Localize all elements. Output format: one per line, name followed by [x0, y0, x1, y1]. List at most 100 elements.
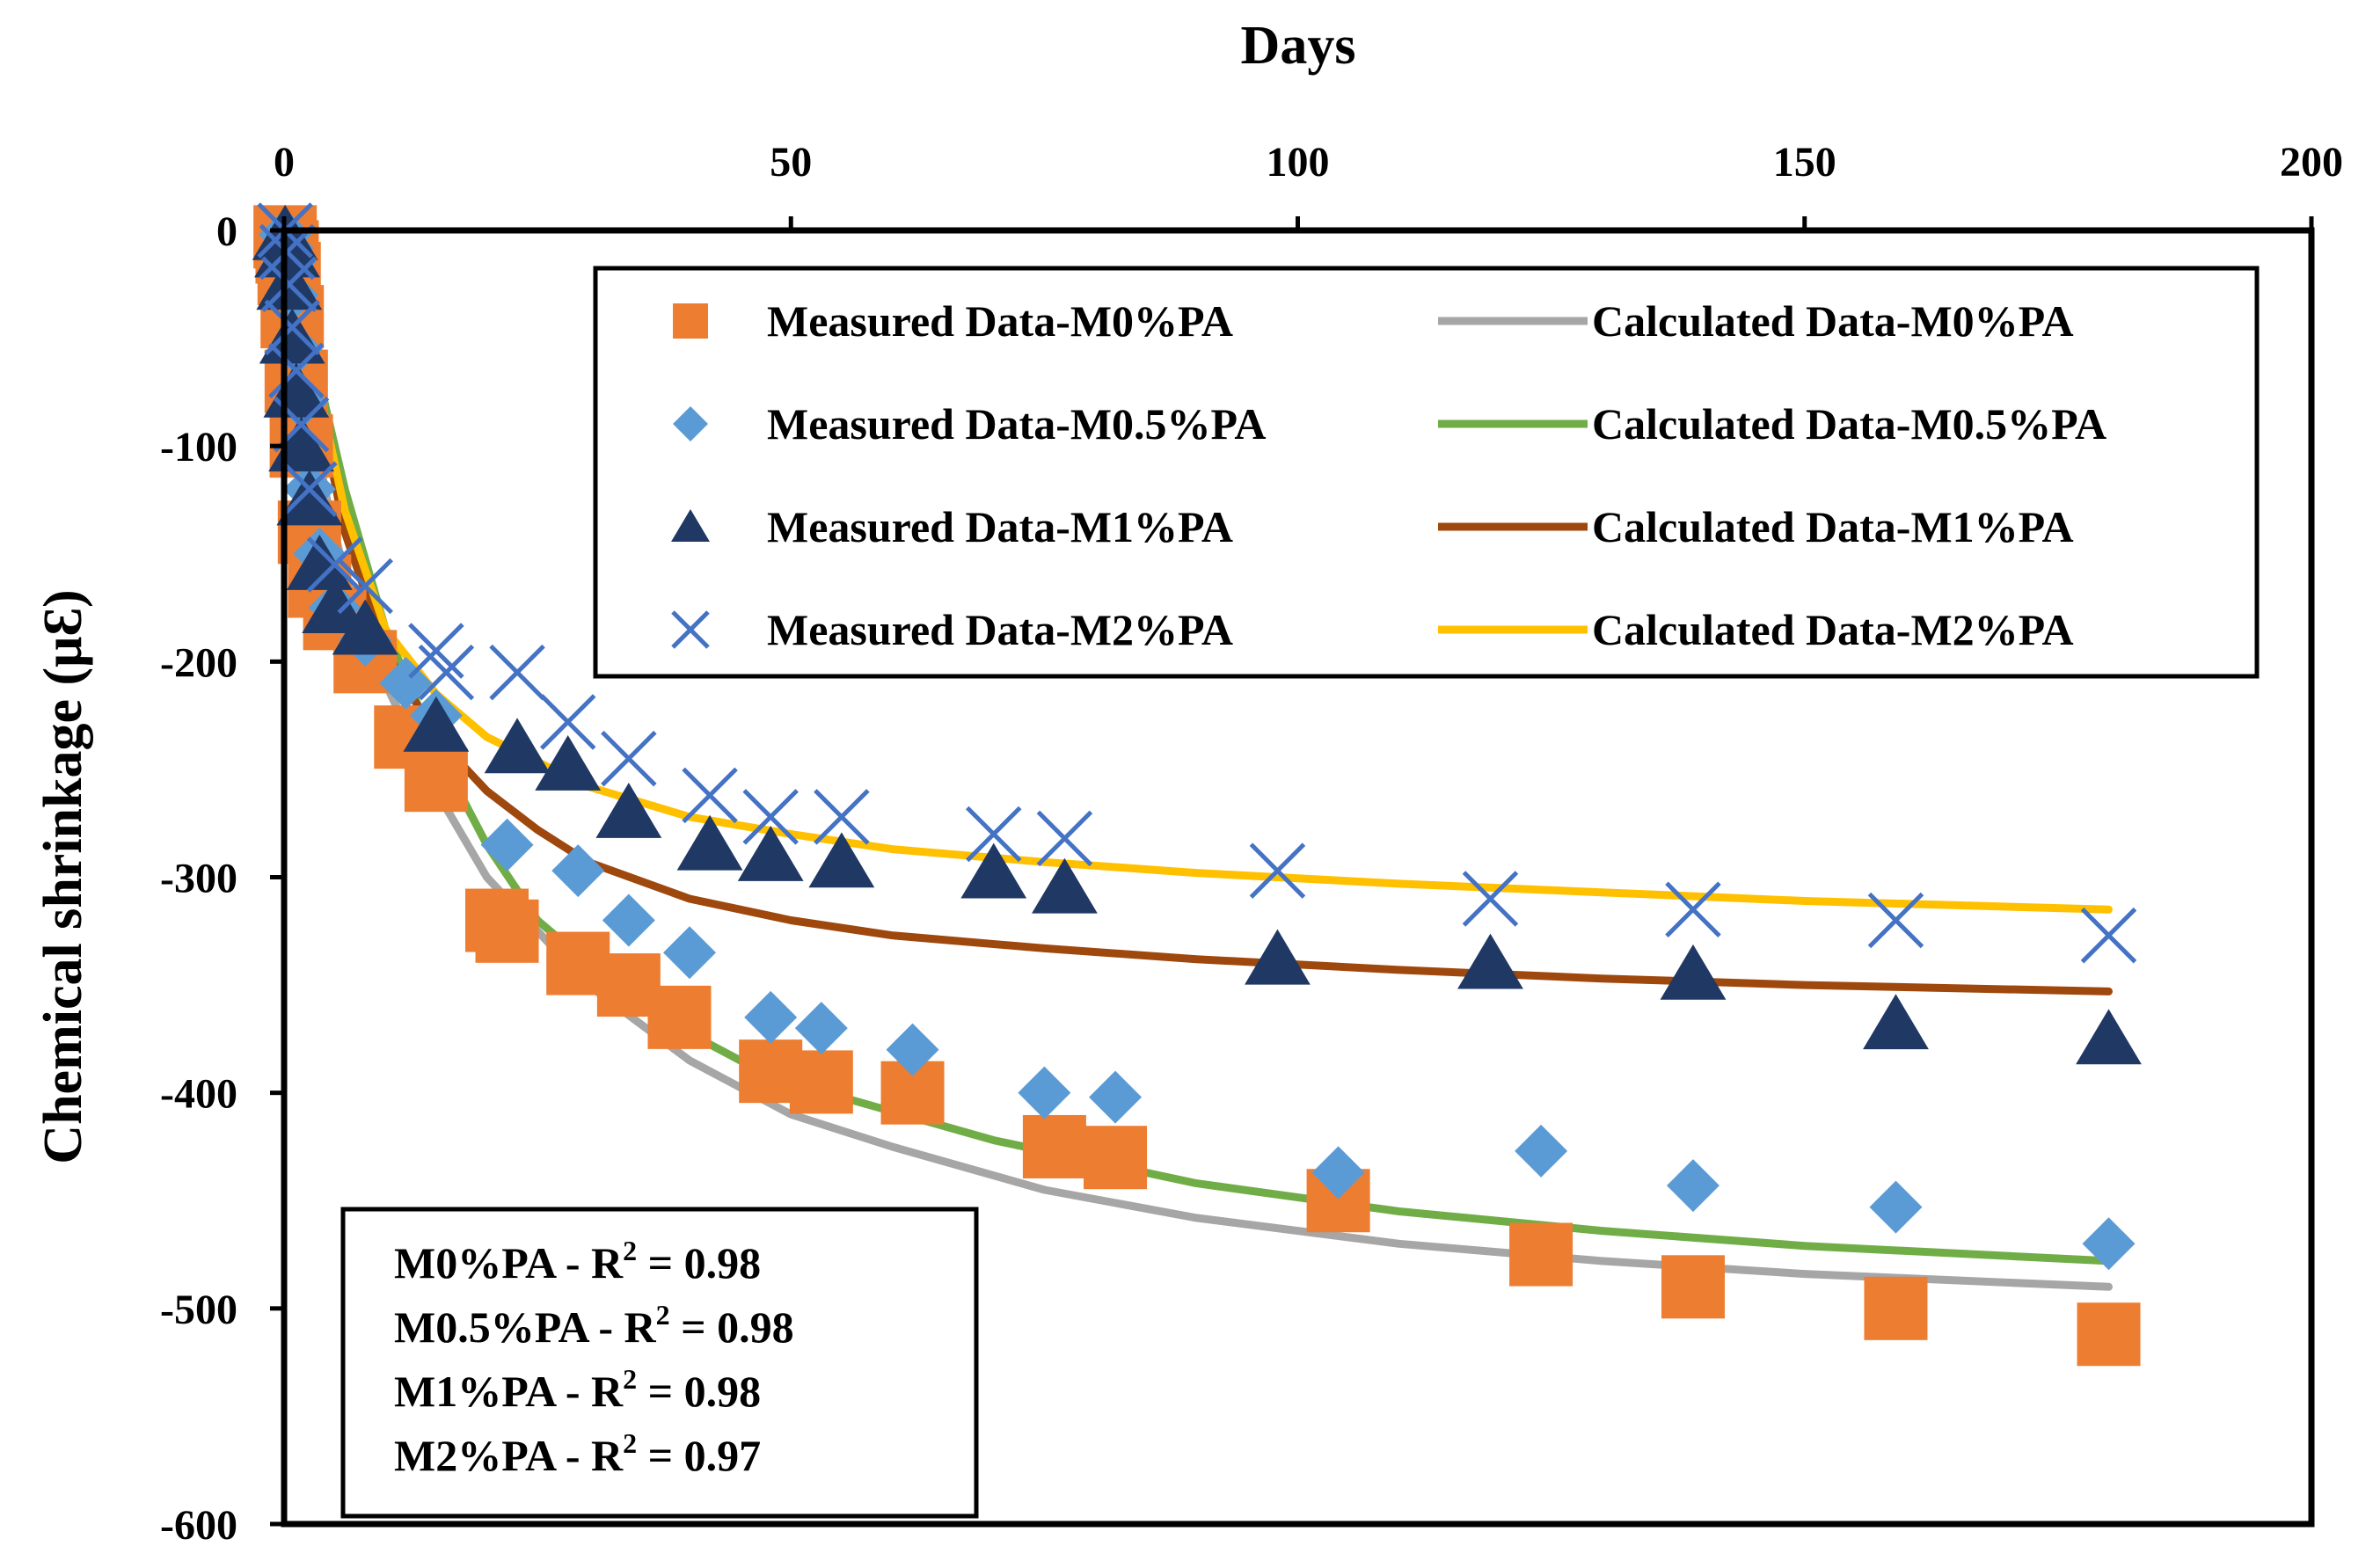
r-squared-sup: 2: [656, 1299, 670, 1331]
legend-label: Measured Data-M2%PA: [767, 605, 1233, 654]
point-measured-data-m1-pa: [302, 578, 369, 633]
point-measured-data-m2-pa: [268, 342, 325, 399]
r-squared-line: M0%PA - R2 = 0.98: [394, 1235, 761, 1287]
point-measured-data-m0-5-pa: [794, 1002, 848, 1055]
legend-marker: [673, 406, 708, 441]
point-measured-data-m2-pa: [1462, 871, 1519, 927]
r-squared-frame: [340, 1207, 979, 1519]
point-measured-data-m0-5-pa: [1869, 1180, 1923, 1234]
point-measured-data-m2-pa: [2080, 907, 2137, 964]
point-measured-data-m0-5-pa: [1311, 1146, 1365, 1200]
point-measured-data-m2-pa: [489, 644, 545, 701]
legend-label: Calculated Data-M1%PA: [1592, 502, 2074, 551]
x-axis-title: Days: [1241, 16, 1356, 76]
point-measured-data-m2-pa: [601, 730, 657, 787]
r-squared-value: = 0.97: [637, 1431, 761, 1480]
r-squared-line: M2%PA - R2 = 0.97: [394, 1427, 761, 1480]
point-measured-data-m0-pa: [1509, 1222, 1573, 1287]
point-measured-data-m1-pa: [676, 814, 743, 871]
y-tick-label: -500: [160, 1287, 237, 1333]
point-measured-data-m1-pa: [286, 535, 353, 590]
point-measured-data-m1-pa: [737, 825, 804, 881]
y-tick-label: -400: [160, 1071, 237, 1118]
point-measured-data-m0-5-pa: [663, 926, 716, 980]
measured-markers: [252, 202, 2142, 1367]
point-measured-data-m0-pa: [2077, 1302, 2141, 1367]
point-measured-data-m2-pa: [814, 789, 870, 845]
point-measured-data-m2-pa: [682, 767, 738, 824]
point-measured-data-m2-pa: [1249, 842, 1306, 899]
y-tick-label: -300: [160, 856, 237, 902]
point-measured-data-m1-pa: [403, 696, 470, 752]
legend-marker: [671, 610, 710, 649]
x-tick-label: 100: [1267, 139, 1330, 186]
legend-label: Calculated Data-M0.5%PA: [1592, 399, 2106, 449]
point-measured-data-m0-5-pa: [744, 990, 798, 1044]
point-measured-data-m0-pa: [1022, 1114, 1086, 1178]
point-measured-data-m1-pa: [1863, 994, 1929, 1050]
point-measured-data-m1-pa: [808, 832, 875, 888]
point-measured-data-m1-pa: [332, 599, 398, 655]
point-measured-data-m0-5-pa: [1515, 1124, 1568, 1178]
point-measured-data-m0-pa: [1084, 1126, 1148, 1190]
point-measured-data-m2-pa: [306, 536, 363, 593]
legend-marker: [671, 509, 710, 542]
point-measured-data-m2-pa: [408, 623, 464, 679]
legend-label: Calculated Data-M0%PA: [1592, 296, 2074, 346]
point-measured-data-m1-pa: [2076, 1009, 2142, 1065]
point-measured-data-m2-pa: [1867, 892, 1924, 949]
r-squared-label: M1%PA - R: [394, 1367, 624, 1416]
x-tick-label: 50: [770, 139, 812, 186]
point-measured-data-m0-5-pa: [1666, 1159, 1720, 1213]
r-squared-label: M0.5%PA - R: [394, 1302, 657, 1352]
legend-label: Calculated Data-M2%PA: [1592, 605, 2074, 654]
point-measured-data-m1-pa: [960, 842, 1027, 899]
legend-label: Measured Data-M1%PA: [767, 502, 1233, 551]
legend-box: [593, 266, 2260, 679]
point-measured-data-m1-pa: [1032, 857, 1098, 914]
legend: Measured Data-M0%PA Measured Data-M0.5%PA…: [593, 266, 2260, 679]
point-measured-data-m0-pa: [1864, 1276, 1928, 1340]
r-squared-value: = 0.98: [637, 1367, 761, 1416]
point-measured-data-m2-pa: [742, 789, 799, 845]
point-measured-data-m2-pa: [260, 256, 318, 313]
point-measured-data-m0-5-pa: [480, 818, 534, 872]
point-measured-data-m0-5-pa: [1018, 1066, 1071, 1119]
point-measured-data-m1-pa: [1457, 933, 1523, 989]
point-measured-data-m0-5-pa: [1089, 1070, 1143, 1124]
r-squared-sup: 2: [623, 1235, 637, 1266]
point-measured-data-m2-pa: [418, 644, 475, 701]
legend-marker: [673, 303, 708, 339]
point-measured-data-m0-pa: [1661, 1255, 1725, 1319]
x-tick-label: 0: [274, 139, 295, 186]
r-squared-label: M2%PA - R: [394, 1431, 624, 1480]
legend-label: Measured Data-M0.5%PA: [767, 399, 1266, 449]
r-squared-sup: 2: [623, 1427, 637, 1459]
point-measured-data-m1-pa: [1245, 929, 1311, 985]
r-squared-line: M1%PA - R2 = 0.98: [394, 1363, 761, 1416]
r-squared-sup: 2: [623, 1363, 637, 1395]
y-tick-label: -200: [160, 639, 237, 686]
r-squared-line: M0.5%PA - R2 = 0.98: [394, 1299, 794, 1352]
point-measured-data-m1-pa: [484, 718, 551, 774]
r-squared-value: = 0.98: [637, 1238, 761, 1287]
point-measured-data-m2-pa: [1665, 881, 1721, 938]
y-tick-label: -100: [160, 424, 237, 470]
point-measured-data-m1-pa: [1660, 944, 1727, 1000]
y-tick-label: 0: [216, 208, 237, 255]
point-measured-data-m2-pa: [539, 694, 596, 750]
legend-label: Measured Data-M0%PA: [767, 296, 1233, 346]
point-measured-data-m1-pa: [276, 470, 343, 526]
x-tick-label: 150: [1773, 139, 1836, 186]
point-measured-data-m0-5-pa: [551, 844, 605, 898]
point-measured-data-m2-pa: [965, 806, 1022, 863]
point-measured-data-m1-pa: [595, 782, 662, 838]
point-measured-data-m0-5-pa: [886, 1023, 939, 1076]
x-tick-label: 200: [2280, 139, 2343, 186]
point-measured-data-m0-pa: [647, 985, 712, 1049]
y-tick-label: -600: [160, 1502, 237, 1549]
point-measured-data-m2-pa: [1036, 810, 1093, 867]
y-axis-title: Chemical shrinkage (μƐ): [33, 589, 93, 1163]
